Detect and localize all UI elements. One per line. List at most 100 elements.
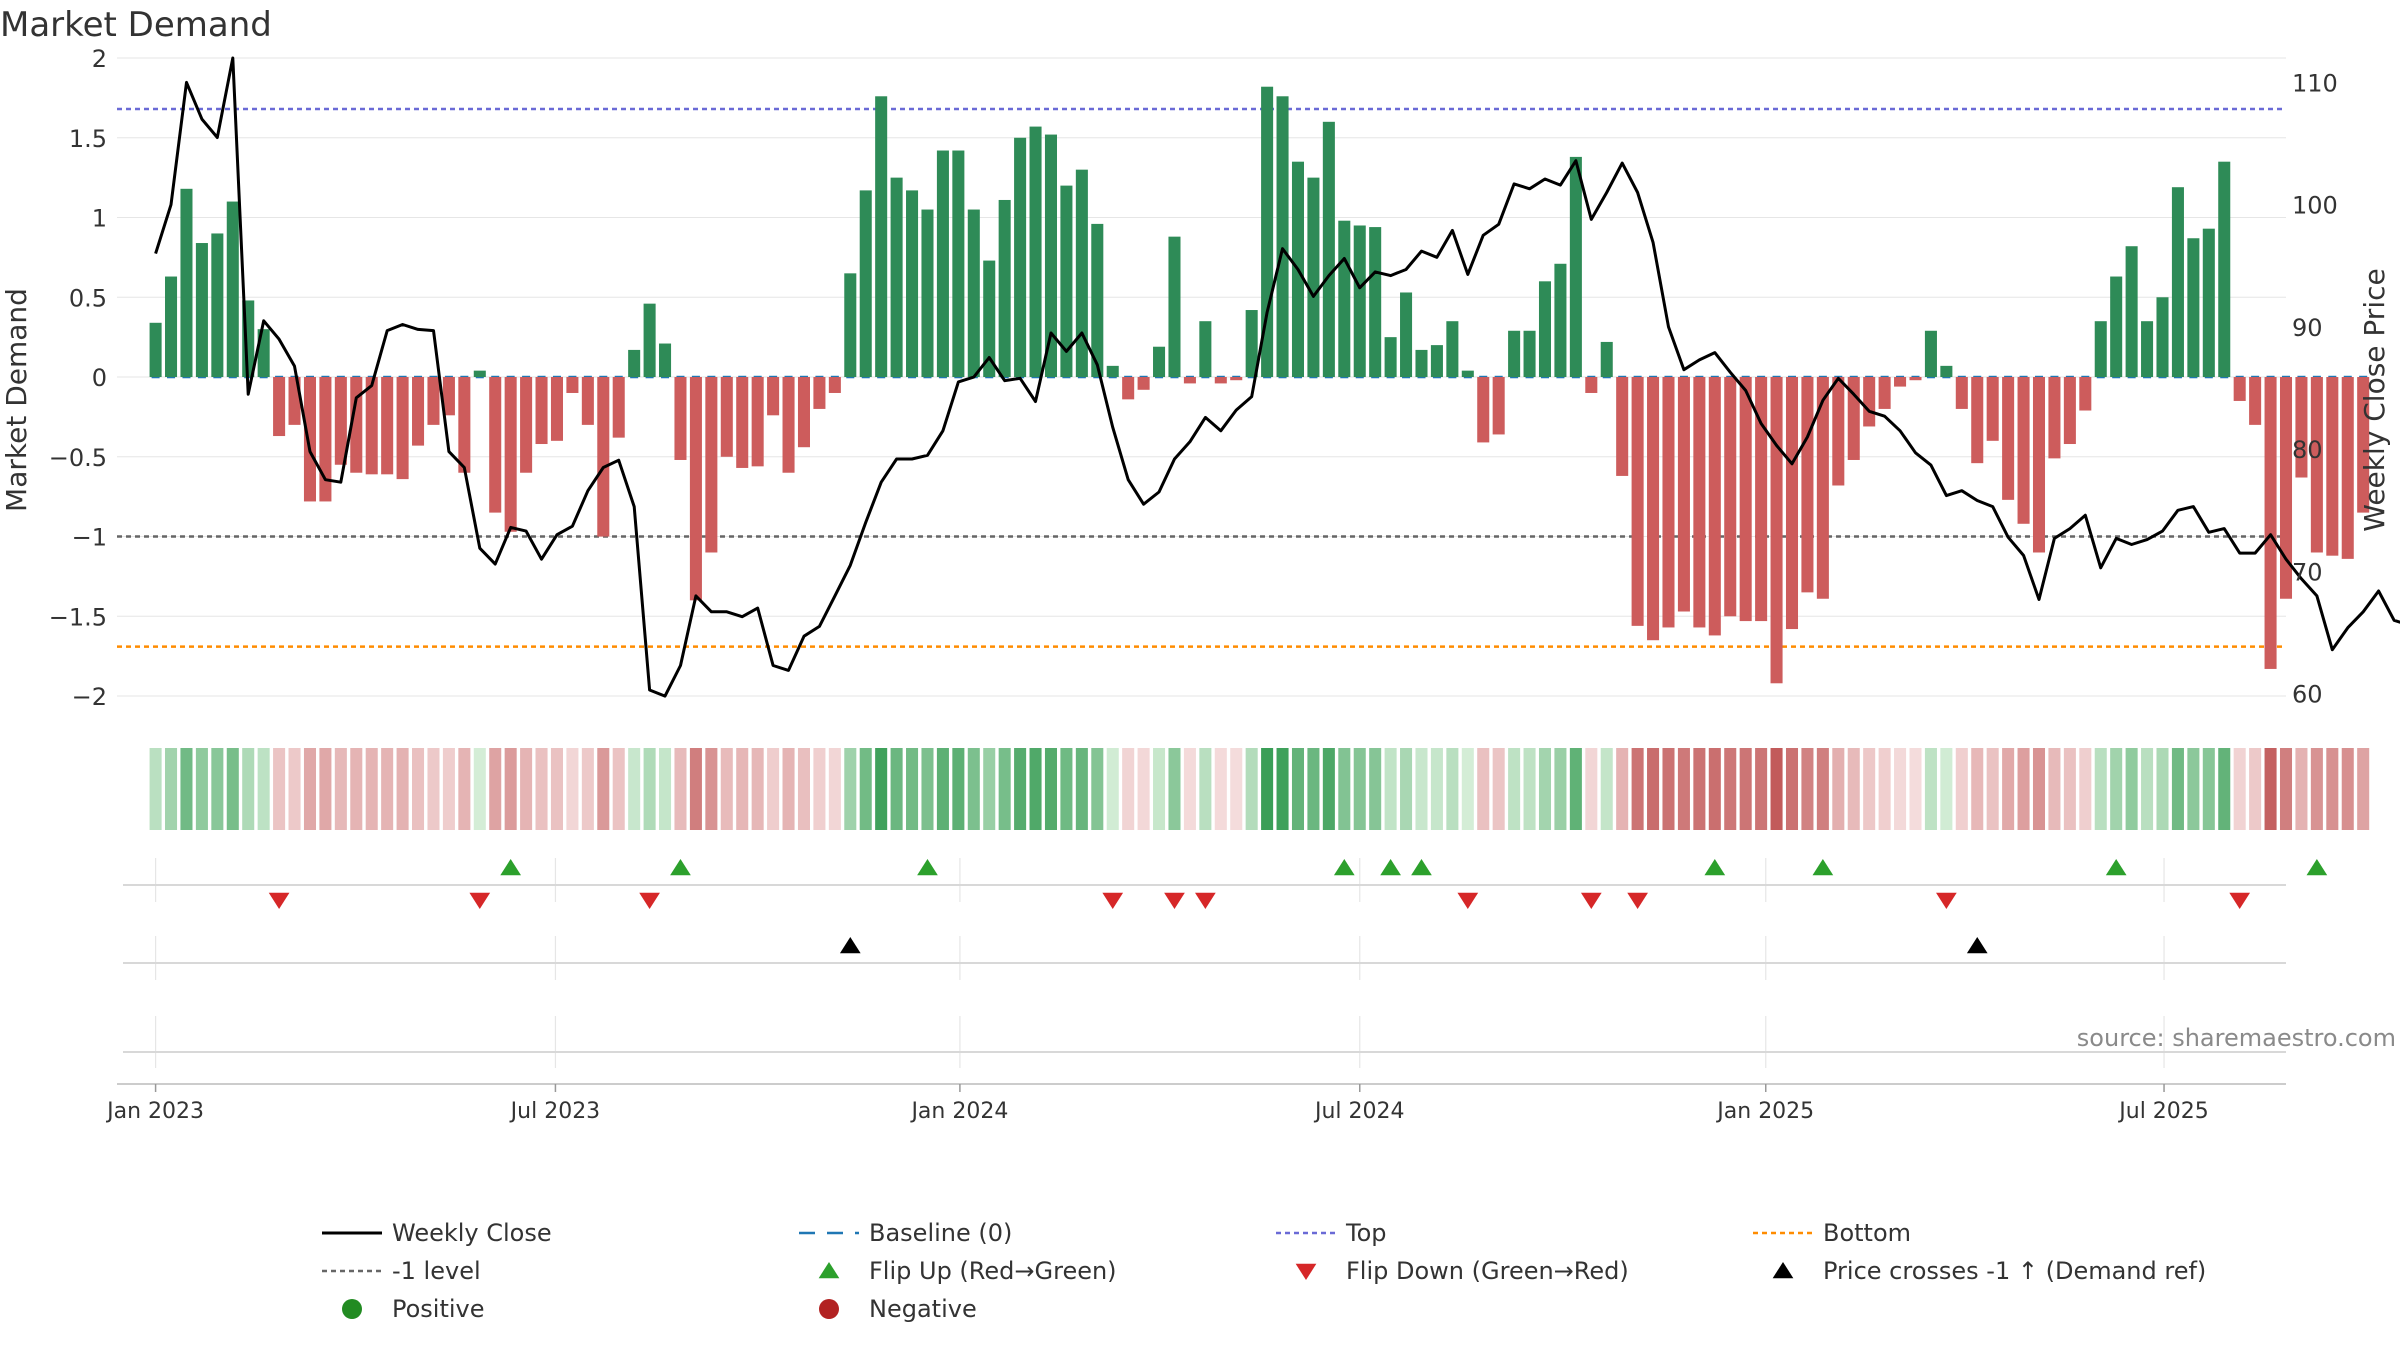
negative-demand-bar (2233, 377, 2246, 401)
negative-demand-bar (581, 377, 594, 425)
demand-strip-cell (1508, 748, 1521, 830)
flip-down-marker (1627, 892, 1648, 909)
y-right-tick-label: 60 (2292, 681, 2323, 709)
positive-demand-bar (967, 209, 980, 378)
demand-strip-cell (195, 748, 208, 830)
demand-strip-cell (1060, 748, 1073, 830)
x-tick-label: Jan 2025 (1715, 1099, 1814, 1124)
positive-demand-bar (1384, 337, 1397, 378)
demand-strip-cell (1662, 748, 1675, 830)
y-axis-right-label: Weekly Close Price (2358, 268, 2391, 531)
negative-demand-bar (1183, 377, 1196, 384)
demand-strip-cell (1307, 748, 1320, 830)
positive-demand-bar (1369, 227, 1382, 378)
demand-strip-cell (2279, 748, 2293, 830)
demand-strip-cell (1785, 748, 1799, 830)
demand-strip-cell (2141, 748, 2154, 830)
demand-strip-cell (736, 748, 749, 830)
y-right-tick-label: 110 (2292, 69, 2338, 97)
demand-strip-cell (936, 748, 949, 830)
negative-demand-bar (273, 377, 286, 437)
demand-strip-cell (983, 748, 996, 830)
demand-strip-cell (1677, 748, 1690, 830)
positive-demand-bar (149, 322, 162, 378)
negative-demand-bar (1909, 377, 1922, 381)
demand-strip-cell (442, 748, 455, 830)
positive-demand-bar (1461, 370, 1474, 378)
demand-strip-cell (334, 748, 347, 830)
flip-up-marker (670, 859, 691, 876)
demand-strip-cell (1276, 748, 1289, 830)
positive-demand-bar (628, 349, 641, 378)
positive-demand-bar (1430, 345, 1443, 378)
demand-strip-cell (628, 748, 641, 830)
demand-strip-cell (1554, 748, 1567, 830)
demand-strip-cell (381, 748, 394, 830)
negative-demand-bar (689, 377, 702, 601)
demand-strip-cell (1847, 748, 1860, 830)
positive-demand-bar (906, 190, 919, 378)
demand-strip-cell (1044, 748, 1058, 830)
demand-strip-cell (319, 748, 332, 830)
negative-demand-bar (1986, 377, 1999, 441)
demand-strip-cell (643, 748, 656, 830)
demand-strip-cell (504, 748, 517, 830)
negative-demand-bar (1894, 377, 1907, 387)
positive-demand-bar (1353, 225, 1366, 378)
demand-strip-cell (720, 748, 733, 830)
positive-demand-bar (165, 276, 178, 378)
x-tick-label: Jul 2024 (1313, 1099, 1405, 1124)
negative-demand-bar (1785, 377, 1799, 630)
demand-strip-cell (952, 748, 965, 830)
positive-demand-bar (659, 343, 672, 378)
negative-demand-bar (2249, 377, 2262, 425)
demand-strip-cell (1600, 748, 1613, 830)
demand-strip-cell (1971, 748, 1984, 830)
demand-strip-cell (365, 748, 378, 830)
positive-demand-bar (1091, 223, 1104, 378)
positive-demand-bar (1276, 96, 1289, 378)
negative-demand-bar (334, 377, 347, 465)
legend-label-minus_one: -1 level (392, 1257, 481, 1285)
flip-up-marker (2105, 859, 2127, 876)
demand-strip-cell (2187, 748, 2200, 830)
positive-demand-bar (921, 209, 934, 378)
positive-demand-bar (844, 273, 857, 378)
positive-demand-bar (1014, 137, 1027, 378)
demand-strip-cell (412, 748, 425, 830)
negative-demand-bar (1122, 377, 1135, 400)
negative-demand-bar (813, 377, 826, 409)
demand-strip-cell (797, 748, 810, 830)
positive-demand-bar (952, 150, 965, 378)
positive-demand-bar (890, 177, 903, 378)
demand-strip-cell (1214, 748, 1227, 830)
legend-swatch-flip-down (1295, 1263, 1317, 1280)
flip-down-marker (1457, 892, 1479, 909)
chart-title: Market Demand (0, 5, 272, 45)
positive-demand-bar (2187, 238, 2200, 378)
demand-strip-cell (859, 748, 872, 830)
demand-strip-cell (1569, 748, 1582, 830)
negative-demand-bar (2310, 377, 2323, 553)
flip-up-marker (2306, 859, 2328, 876)
demand-strip-cell (581, 748, 594, 830)
positive-demand-bar (2218, 161, 2231, 378)
flip-down-marker (268, 892, 290, 909)
demand-strip-cell (2110, 748, 2123, 830)
positive-demand-bar (1044, 134, 1058, 378)
positive-demand-bar (2202, 228, 2215, 378)
x-tick-label: Jul 2025 (2117, 1099, 2209, 1124)
demand-strip-cell (427, 748, 440, 830)
y-left-tick-label: 0 (92, 364, 107, 392)
demand-strip-cell (350, 748, 363, 830)
negative-demand-bar (365, 377, 378, 475)
negative-demand-bar (1816, 377, 1829, 599)
positive-demand-bar (2156, 297, 2169, 378)
demand-strip-cell (1755, 748, 1768, 830)
negative-demand-bar (396, 377, 409, 480)
positive-demand-bar (226, 201, 239, 378)
demand-strip-cell (751, 748, 764, 830)
demand-strip-cell (1230, 748, 1243, 830)
demand-strip-cell (1832, 748, 1845, 830)
demand-strip-cell (2249, 748, 2262, 830)
